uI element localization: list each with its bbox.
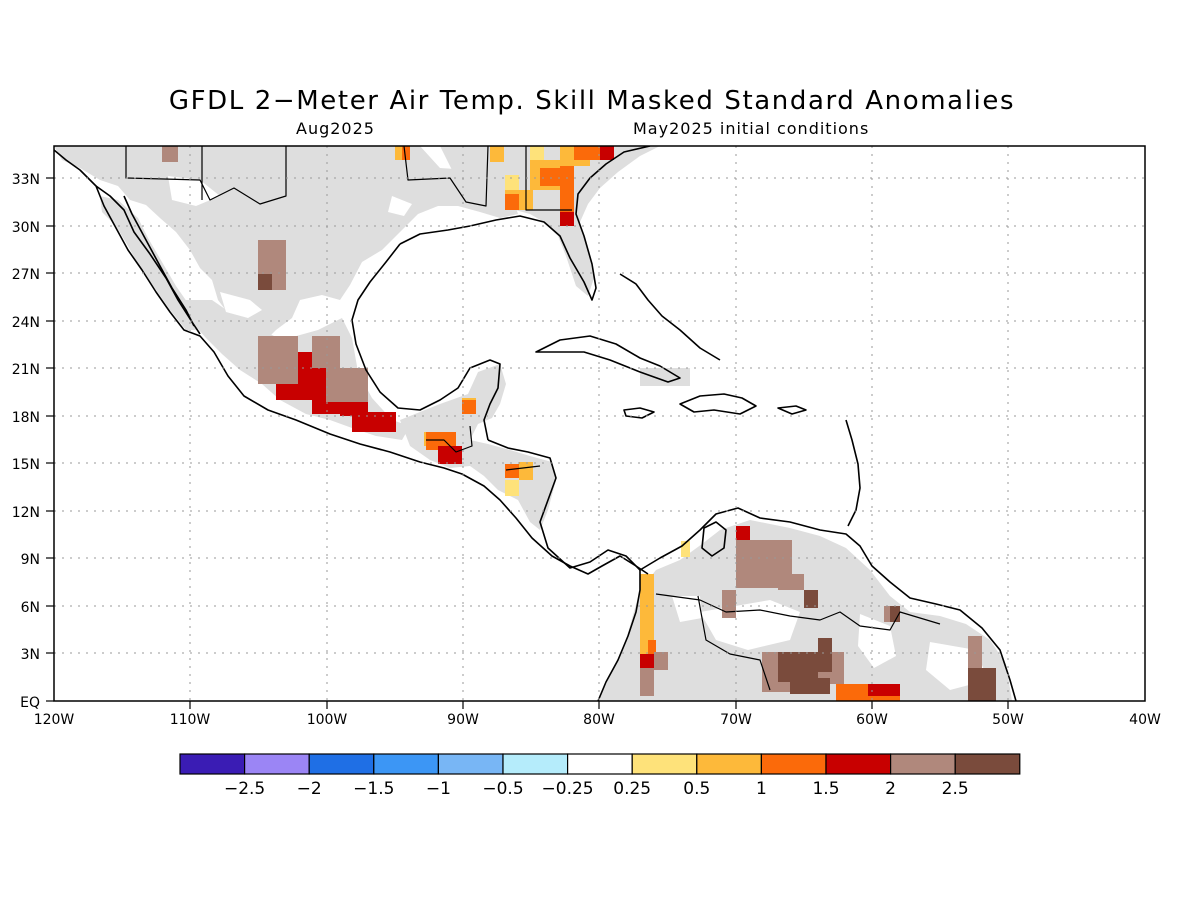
lat-label: 15N — [12, 457, 40, 473]
colorbar-swatch — [179, 753, 246, 775]
lat-label: 21N — [12, 362, 40, 378]
lon-label: 120W — [34, 712, 75, 728]
coastlines — [54, 146, 1017, 701]
lat-label: 30N — [12, 220, 40, 236]
colorbar-label: 0.5 — [683, 779, 710, 799]
anomaly-above-25 — [258, 274, 996, 701]
lat-label: 24N — [12, 315, 40, 331]
lat-label: 33N — [12, 172, 40, 188]
lon-label: 40W — [1129, 712, 1161, 728]
gridlines — [54, 146, 1145, 701]
map-title: GFDL 2−Meter Air Temp. Skill Masked Stan… — [168, 86, 1016, 116]
lon-label: 50W — [992, 712, 1024, 728]
lat-label: 3N — [21, 647, 40, 663]
colorbar-label: 0.25 — [613, 779, 651, 799]
longitude-ticks — [189, 701, 1009, 709]
colorbar-label: 2 — [885, 779, 896, 799]
lon-label: 60W — [856, 712, 888, 728]
colorbar-label: 1.5 — [812, 779, 839, 799]
colorbar-label: −2.5 — [224, 779, 265, 799]
lon-label: 110W — [170, 712, 211, 728]
colorbar-label: −2 — [297, 779, 322, 799]
colorbar-swatch — [696, 753, 762, 775]
colorbar-swatch — [502, 753, 569, 775]
colorbar-label: −1.5 — [353, 779, 394, 799]
colorbar-swatch — [437, 753, 504, 775]
lon-label: 100W — [307, 712, 348, 728]
lon-label: 90W — [447, 712, 479, 728]
lat-label: 9N — [21, 552, 40, 568]
anomaly-field — [54, 146, 1012, 701]
longitude-axis: 120W 110W 100W 90W 80W 70W 60W 50W 40W — [34, 712, 1161, 728]
initial-conditions-label: May2025 initial conditions — [633, 119, 870, 138]
colorbar-swatch — [825, 753, 892, 775]
colorbar-label: −0.5 — [482, 779, 523, 799]
lat-label: 6N — [21, 600, 40, 616]
colorbar-swatch — [631, 753, 698, 775]
lat-label: EQ — [20, 695, 40, 711]
colorbar-swatch — [244, 753, 310, 775]
valid-month-label: Aug2025 — [296, 119, 375, 138]
colorbar-swatch — [373, 753, 439, 775]
lat-label: 12N — [12, 505, 40, 521]
colorbar-label: 1 — [756, 779, 767, 799]
anomaly-025-05 — [505, 146, 690, 557]
lat-label: 18N — [12, 410, 40, 426]
colorbar: −2.5 −2 −1.5 −1 −0.5 −0.25 0.25 0.5 1 1.5 2 2.5 — [179, 753, 1021, 799]
lon-label: 80W — [583, 712, 615, 728]
colorbar-label: −1 — [426, 779, 451, 799]
colorbar-swatch — [566, 753, 633, 775]
latitude-axis: 33N 30N 27N 24N 21N 18N 15N 12N 9N 6N 3N… — [12, 172, 40, 711]
colorbar-label: −0.25 — [542, 779, 594, 799]
colorbar-swatch — [954, 753, 1021, 775]
lon-label: 70W — [720, 712, 752, 728]
colorbar-swatch — [760, 753, 827, 775]
colorbar-swatch — [308, 753, 375, 775]
colorbar-swatch — [889, 753, 956, 775]
lat-label: 27N — [12, 267, 40, 283]
colorbar-label: 2.5 — [942, 779, 969, 799]
latitude-ticks — [46, 177, 54, 702]
